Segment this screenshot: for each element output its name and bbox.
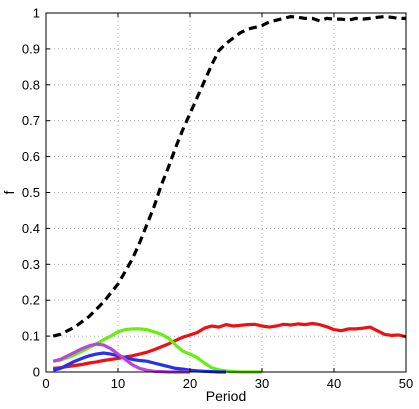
- x-tick-label: 10: [111, 376, 125, 391]
- x-tick-labels: 0 10 20 30 40 50: [42, 376, 413, 391]
- y-tick-label: 0.9: [22, 41, 40, 56]
- series-line-3: [52, 327, 262, 374]
- y-tick-label: 0.1: [22, 329, 40, 344]
- y-tick-label: 0.8: [22, 77, 40, 92]
- series-line-1: [52, 15, 406, 338]
- y-tick-label: 0.3: [22, 257, 40, 272]
- y-tick-label: 0: [33, 365, 40, 380]
- series-line-4: [52, 351, 226, 374]
- x-axis-label: Period: [206, 388, 246, 404]
- y-tick-label: 0.7: [22, 113, 40, 128]
- x-tick-label: 30: [255, 376, 269, 391]
- y-tick-labels: 0 0.1 0.2 0.3 0.4 0.5 0.6 0.7 0.8 0.9 1: [22, 6, 40, 380]
- x-tick-label: 0: [42, 376, 49, 391]
- y-tick-label: 0.4: [22, 221, 40, 236]
- series-layer: [52, 15, 407, 374]
- y-tick-label: 0.5: [22, 185, 40, 200]
- x-tick-label: 20: [183, 376, 197, 391]
- y-tick-label: 0.6: [22, 149, 40, 164]
- tick-marks: [45, 12, 407, 373]
- y-tick-label: 0.2: [22, 293, 40, 308]
- x-tick-label: 40: [327, 376, 341, 391]
- y-tick-label: 1: [33, 6, 40, 21]
- series-line-2: [53, 321, 407, 370]
- grid-lines: [45, 12, 407, 373]
- y-axis-label: f: [1, 190, 17, 194]
- x-tick-label: 50: [399, 376, 413, 391]
